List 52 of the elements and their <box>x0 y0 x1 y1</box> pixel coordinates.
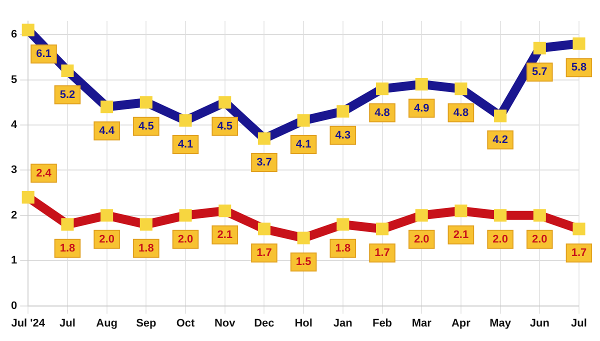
y-tick-label: 0 <box>10 300 18 312</box>
data-label: 1.8 <box>138 242 154 254</box>
data-label: 4.1 <box>296 138 312 150</box>
data-label: 2.0 <box>532 233 548 246</box>
data-label: 2.0 <box>178 233 194 246</box>
data-label: 6.1 <box>36 48 52 60</box>
x-tick-label: Jul <box>571 317 587 330</box>
x-tick-label: Aug <box>96 317 118 330</box>
x-tick-label: Oct <box>176 317 196 330</box>
data-label: 4.5 <box>217 120 233 132</box>
x-tick-label: Jul '24 <box>11 317 46 330</box>
data-label: 1.8 <box>335 242 351 254</box>
x-tick-label: Feb <box>372 317 392 330</box>
y-tick-label: 2 <box>10 209 18 222</box>
data-label: 1.7 <box>374 246 390 259</box>
data-label: 4.2 <box>492 134 508 146</box>
data-label: 5.7 <box>532 66 548 78</box>
data-label: 2.1 <box>453 228 469 241</box>
x-tick-label: Sep <box>136 317 157 330</box>
x-tick-label: Jun <box>530 317 550 330</box>
y-tick-label: 1 <box>10 254 18 267</box>
x-tick-label: May <box>490 317 512 330</box>
x-tick-label: Apr <box>451 317 472 330</box>
data-label: 2.0 <box>414 233 430 246</box>
data-label: 4.9 <box>414 102 430 114</box>
x-tick-label: Jul <box>60 317 76 330</box>
y-tick-label: 4 <box>10 119 18 132</box>
data-label: 1.7 <box>571 246 587 259</box>
data-label: 2.1 <box>217 228 233 241</box>
data-label: 4.5 <box>138 120 154 132</box>
data-label: 4.8 <box>453 106 469 119</box>
data-label: 4.4 <box>99 124 116 137</box>
data-label: 5.8 <box>571 62 587 74</box>
data-label: 3.7 <box>256 156 272 169</box>
x-tick-label: Mar <box>412 317 432 330</box>
x-tick-label: Hol <box>294 317 312 330</box>
data-label: 4.1 <box>178 138 194 150</box>
y-tick-label: 5 <box>10 74 18 86</box>
data-label: 2.0 <box>99 233 114 246</box>
y-tick-label: 6 <box>10 28 18 41</box>
data-label: 4.8 <box>374 106 390 119</box>
x-tick-label: Nov <box>214 317 236 330</box>
data-label: 1.5 <box>296 256 312 268</box>
data-label: 1.8 <box>60 242 76 254</box>
data-label: 1.7 <box>256 246 272 259</box>
x-tick-label: Dec <box>254 317 274 330</box>
data-label: 4.3 <box>335 129 351 142</box>
data-label: 2.0 <box>492 233 508 246</box>
x-tick-label: Jan <box>333 317 353 330</box>
data-label: 5.2 <box>60 88 76 101</box>
y-tick-label: 3 <box>10 164 18 176</box>
data-label: 2.4 <box>36 167 52 180</box>
